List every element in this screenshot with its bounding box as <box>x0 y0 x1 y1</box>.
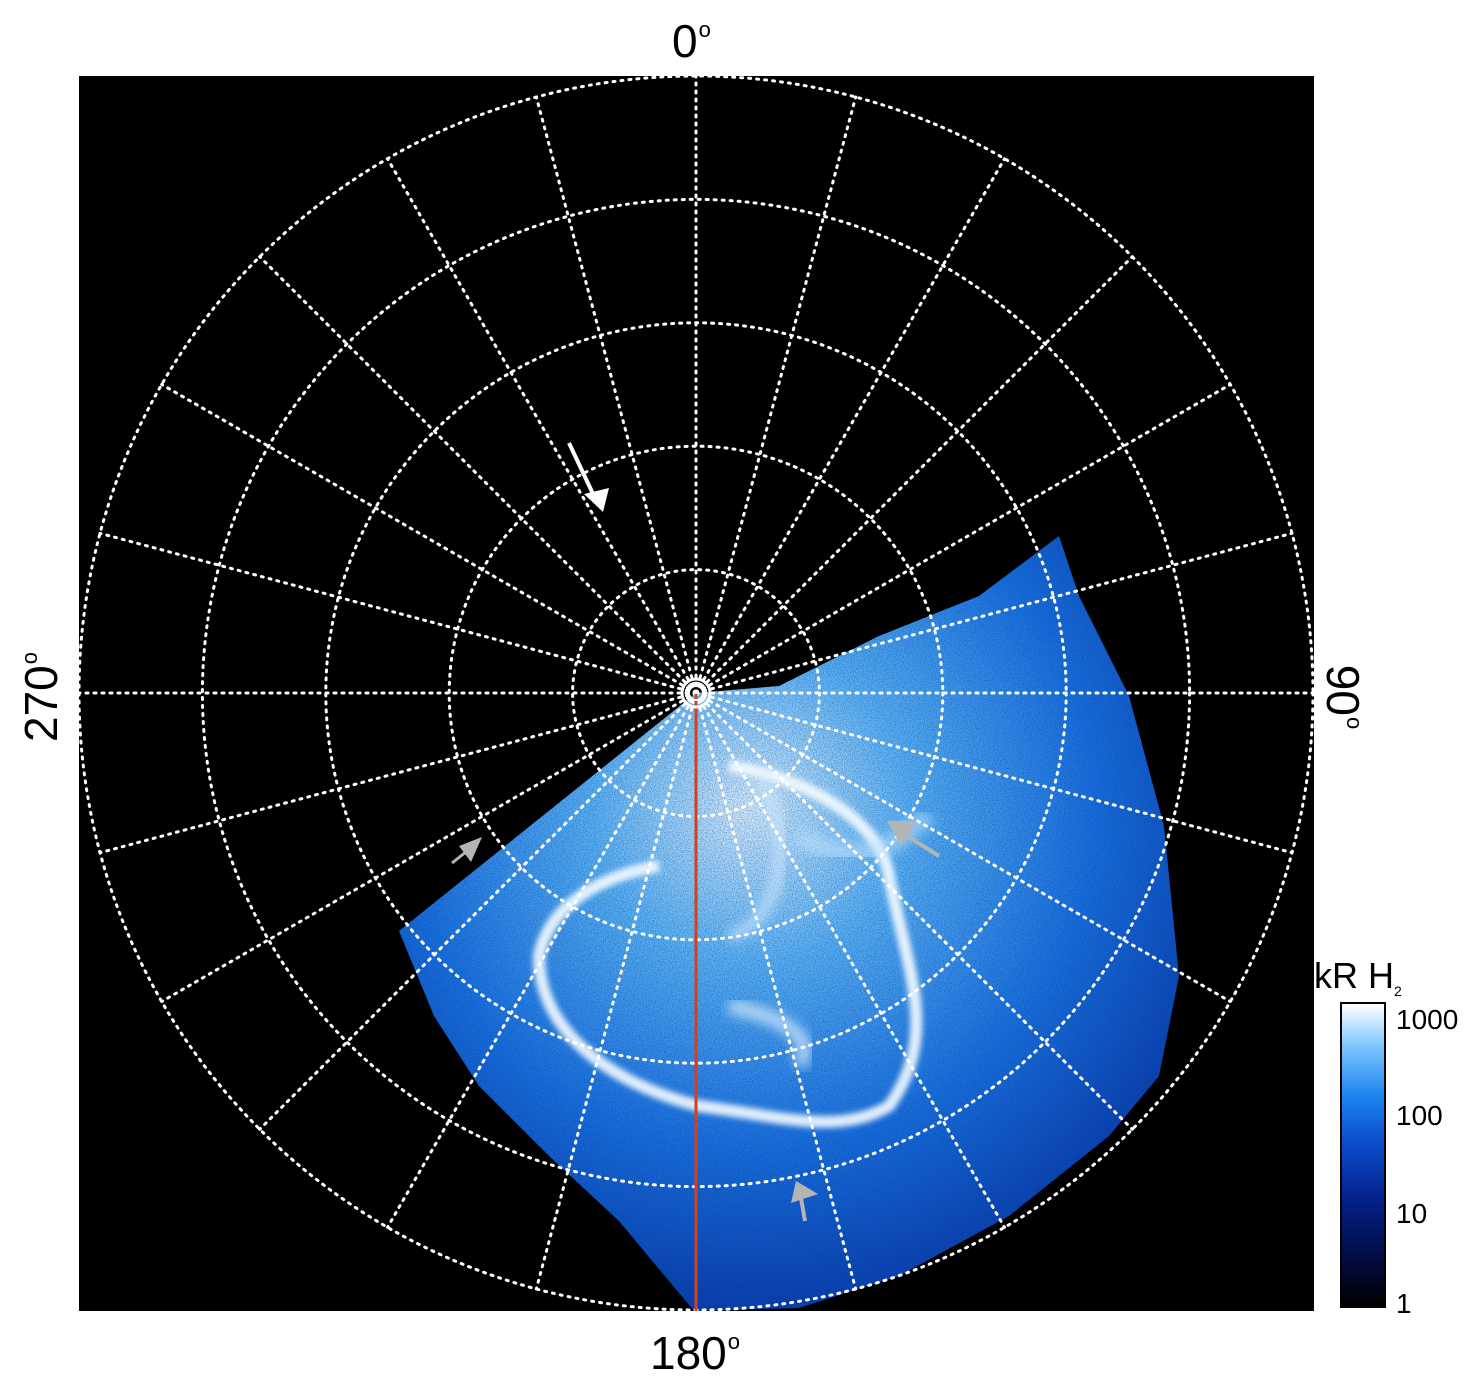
colorbar <box>1340 1002 1386 1308</box>
meridian-line <box>694 691 1294 855</box>
meridian-line <box>694 95 858 695</box>
meridian-line <box>534 95 698 695</box>
meridian-line <box>386 157 698 695</box>
grey-arrow-left <box>451 837 482 865</box>
colorbar-tick-1: 1 <box>1396 1288 1412 1319</box>
meridian-line <box>694 691 1134 1131</box>
meridian-line <box>160 691 698 1003</box>
colorbar-tick-1000: 1000 <box>1396 1004 1459 1035</box>
grey-arrow-bottom <box>791 1181 818 1222</box>
aurora-emission <box>399 536 1179 1311</box>
main-auroral-oval <box>532 760 923 1128</box>
meridian-line <box>98 531 698 695</box>
longitude-label-0: 0o <box>672 15 711 67</box>
meridian-line <box>694 157 1006 695</box>
meridian-line <box>160 383 698 695</box>
meridian-line <box>694 691 1006 1229</box>
longitude-label-270: 270o <box>15 652 67 742</box>
meridian-line <box>534 691 698 1291</box>
meridian-line <box>694 531 1294 695</box>
white-arrow <box>567 442 609 512</box>
colorbar-title: kR H2 <box>1314 955 1402 1000</box>
pole-marker <box>680 677 712 709</box>
meridian-line <box>694 691 858 1291</box>
colorbar-tick-10: 10 <box>1396 1198 1428 1229</box>
meridian-line <box>694 383 1232 695</box>
meridian-line <box>694 255 1134 695</box>
meridian-line <box>258 255 698 695</box>
colorbar-tick-100: 100 <box>1396 1100 1443 1131</box>
longitude-label-90: 90o <box>1317 664 1369 730</box>
grey-arrow-right <box>887 821 941 858</box>
meridian-line <box>694 691 1232 1003</box>
meridian-line <box>258 691 698 1131</box>
polar-projection-image <box>79 76 1314 1311</box>
meridian-line <box>98 691 698 855</box>
meridian-line <box>386 691 698 1229</box>
longitude-label-180: 180o <box>650 1327 740 1379</box>
